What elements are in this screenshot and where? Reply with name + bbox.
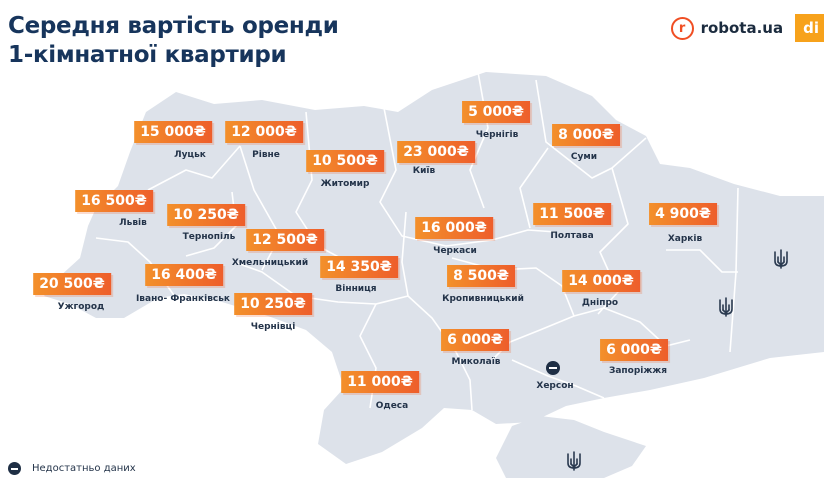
title-line-1: Середня вартість оренди xyxy=(8,13,339,39)
price-badge-khmelnytskyi: 12 500₴ xyxy=(246,229,324,251)
trident-icon xyxy=(774,249,788,269)
no-data-icon xyxy=(546,361,560,375)
city-label-zaporizhzhia: Запоріжжя xyxy=(608,366,668,376)
city-label-cherkasy: Черкаси xyxy=(433,246,477,256)
robota-logo-icon: r xyxy=(670,16,694,40)
city-label-kyiv: Київ xyxy=(412,166,436,176)
price-badge-zaporizhzhia: 6 000₴ xyxy=(600,339,668,361)
price-badge-ternopil: 10 250₴ xyxy=(167,204,245,226)
city-label-poltava: Полтава xyxy=(550,231,594,241)
city-label-dnipro: Дніпро xyxy=(581,298,619,308)
price-badge-mykolaiv: 6 000₴ xyxy=(441,329,509,351)
title-line-2: 1-кімнатної квартири xyxy=(8,41,287,68)
city-label-chernivtsi: Чернівці xyxy=(250,322,296,332)
city-label-odesa: Одеса xyxy=(375,401,409,411)
city-label-rivne: Рівне xyxy=(252,150,280,160)
city-label-uzhhorod: Ужгород xyxy=(57,302,105,312)
price-badge-poltava: 11 500₴ xyxy=(533,203,611,225)
no-data-icon xyxy=(8,462,21,475)
brand-name: robota.ua xyxy=(700,19,784,37)
price-badge-kyiv: 23 000₴ xyxy=(397,141,475,163)
price-badge-kropyvnytskyi: 8 500₴ xyxy=(447,265,515,287)
price-badge-vinnytsia: 14 350₴ xyxy=(320,256,398,278)
city-label-vinnytsia: Вінниця xyxy=(335,284,377,294)
brand-logo[interactable]: r robota.ua di xyxy=(670,14,824,42)
legend: Недостатньо даних xyxy=(8,462,136,475)
trident-icon xyxy=(567,451,581,471)
trident-icon xyxy=(719,297,733,317)
price-badge-uzhhorod: 20 500₴ xyxy=(33,273,111,295)
price-badge-lutsk: 15 000₴ xyxy=(134,121,212,143)
price-badge-lviv: 16 500₴ xyxy=(75,190,153,212)
price-badge-odesa: 11 000₴ xyxy=(341,371,419,393)
city-label-mykolaiv: Миколаїв xyxy=(451,357,501,367)
price-badge-sumy: 8 000₴ xyxy=(552,124,620,146)
city-label-sumy: Суми xyxy=(570,152,598,162)
city-label-khmelnytskyi: Хмельницький xyxy=(231,258,309,268)
city-label-zhytomyr: Житомир xyxy=(320,179,370,189)
page-title: Середня вартість оренди 1-кімнатної квар… xyxy=(8,12,339,70)
price-badge-rivne: 12 000₴ xyxy=(225,121,303,143)
price-badge-dnipro: 14 000₴ xyxy=(562,270,640,292)
price-badge-chernihiv: 5 000₴ xyxy=(462,101,530,123)
price-badge-zhytomyr: 10 500₴ xyxy=(306,150,384,172)
price-badge-chernivtsi: 10 250₴ xyxy=(234,293,312,315)
city-label-ternopil: Тернопіль xyxy=(182,232,236,242)
legend-text: Недостатньо даних xyxy=(32,463,136,474)
city-label-lutsk: Луцьк xyxy=(174,150,206,160)
price-badge-ivano-frankivsk: 16 400₴ xyxy=(145,264,223,286)
city-label-kropyvnytskyi: Кропивницький xyxy=(442,294,524,304)
price-badge-kharkiv: 4 900₴ xyxy=(649,203,717,225)
city-label-kharkiv: Харків xyxy=(667,234,703,244)
city-label-ivano-frankivsk: Івано- Франківськ xyxy=(135,294,231,304)
city-label-kherson: Херсон xyxy=(536,381,574,391)
brand-tag: di xyxy=(795,14,824,42)
city-label-lviv: Львів xyxy=(119,218,147,228)
city-label-chernihiv: Чернігів xyxy=(475,130,519,140)
price-badge-cherkasy: 16 000₴ xyxy=(415,217,493,239)
